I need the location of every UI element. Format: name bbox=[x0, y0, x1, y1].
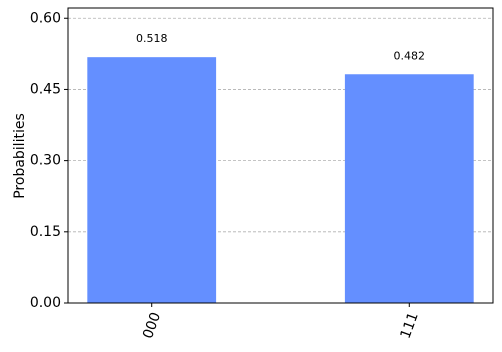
x-tick-label: 111 bbox=[398, 310, 422, 341]
value-label: 0.482 bbox=[394, 49, 426, 62]
y-tick-label: 0.30 bbox=[30, 153, 61, 169]
plot-frame bbox=[67, 7, 494, 304]
y-tick-label: 0.00 bbox=[30, 295, 61, 311]
y-tick-label: 0.45 bbox=[30, 81, 61, 97]
bar bbox=[344, 74, 474, 303]
value-label: 0.518 bbox=[136, 32, 168, 45]
x-tick-label: 000 bbox=[140, 310, 164, 341]
y-axis-label: Probabilities bbox=[12, 113, 28, 199]
y-tick-label: 0.15 bbox=[30, 224, 61, 240]
y-tick-label: 0.60 bbox=[30, 10, 61, 26]
bar bbox=[87, 57, 217, 303]
